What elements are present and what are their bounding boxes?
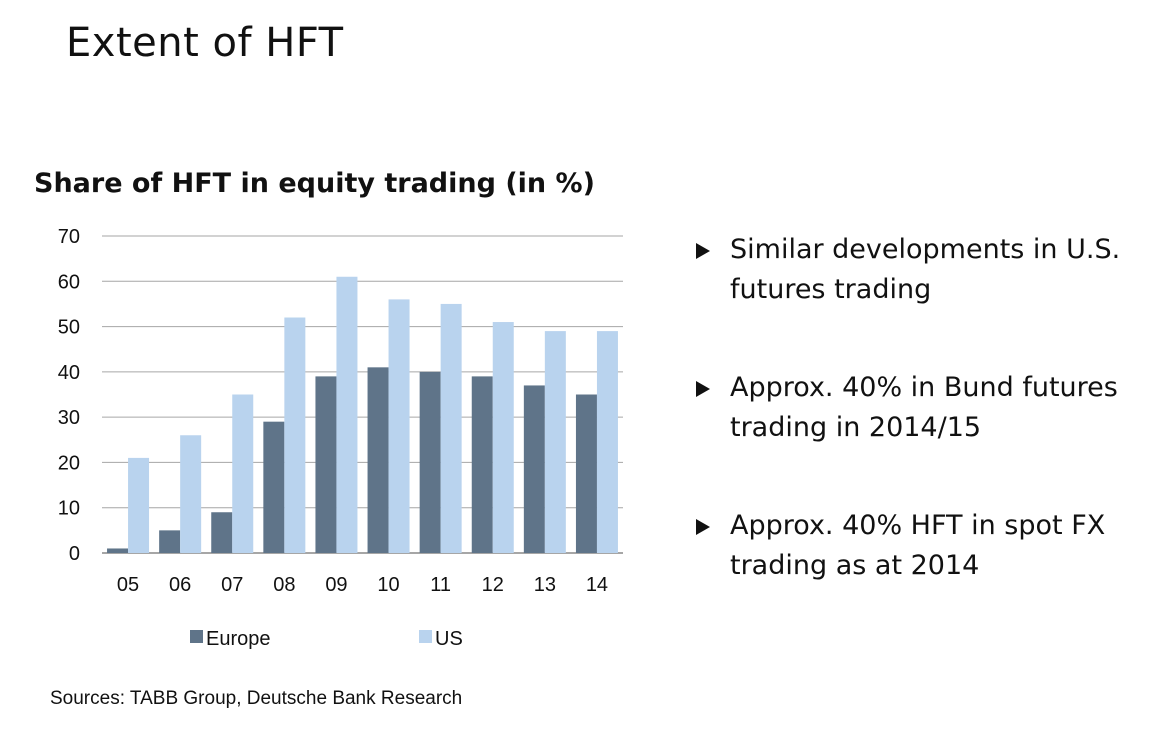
bar-europe	[211, 512, 233, 553]
bar-europe	[419, 371, 441, 553]
bar-europe	[523, 385, 545, 553]
x-tick-label: 08	[273, 574, 295, 596]
bar-us	[336, 276, 358, 553]
bar-us	[440, 303, 462, 553]
bar-us	[544, 331, 566, 553]
legend-swatch	[190, 630, 203, 643]
bar-us	[492, 322, 514, 553]
bullet-item: Approx. 40% HFT in spot FX trading as at…	[696, 506, 1136, 586]
x-tick-label: 11	[430, 574, 451, 596]
bullet-text: Similar developments in U.S. futures tra…	[730, 234, 1121, 305]
triangle-bullet-icon	[696, 243, 710, 259]
sources-note: Sources: TABB Group, Deutsche Bank Resea…	[50, 688, 463, 709]
bar-europe	[159, 530, 181, 553]
x-tick-label: 09	[325, 574, 347, 596]
y-tick-label: 60	[58, 271, 80, 293]
triangle-bullet-icon	[696, 381, 710, 397]
bar-us	[596, 331, 618, 553]
bar-europe	[575, 394, 597, 553]
y-tick-label: 20	[58, 452, 80, 474]
y-tick-label: 10	[58, 498, 80, 520]
x-tick-label: 14	[586, 574, 608, 596]
bar-us	[284, 317, 306, 553]
bar-europe	[263, 421, 285, 553]
y-tick-label: 40	[58, 362, 80, 384]
slide-title: Extent of HFT	[66, 20, 344, 66]
y-tick-label: 0	[69, 543, 80, 565]
x-tick-label: 07	[221, 574, 243, 596]
x-tick-label: 12	[482, 574, 504, 596]
bar-europe	[107, 548, 129, 553]
x-tick-label: 05	[117, 574, 139, 596]
x-tick-label: 13	[534, 574, 556, 596]
chart-title: Share of HFT in equity trading (in %)	[34, 168, 595, 199]
bar-europe	[471, 376, 493, 553]
bar-europe	[315, 376, 337, 553]
bar-us	[388, 299, 410, 553]
bar-us	[232, 394, 254, 553]
bullet-item: Approx. 40% in Bund futures trading in 2…	[696, 368, 1136, 448]
bullet-text: Approx. 40% HFT in spot FX trading as at…	[730, 510, 1106, 581]
y-tick-label: 50	[58, 317, 80, 339]
triangle-bullet-icon	[696, 519, 710, 535]
y-tick-label: 30	[58, 407, 80, 429]
bar-us	[128, 457, 150, 553]
legend-label: US	[435, 628, 463, 650]
bullet-text: Approx. 40% in Bund futures trading in 2…	[730, 372, 1118, 443]
bullet-list: Similar developments in U.S. futures tra…	[696, 230, 1136, 644]
bar-us	[180, 435, 202, 553]
x-tick-label: 06	[169, 574, 191, 596]
legend-label: Europe	[206, 628, 271, 650]
bullet-item: Similar developments in U.S. futures tra…	[696, 230, 1136, 310]
y-tick-label: 70	[58, 226, 80, 248]
legend-swatch	[419, 630, 432, 643]
x-tick-label: 10	[377, 574, 399, 596]
bar-europe	[367, 367, 389, 553]
